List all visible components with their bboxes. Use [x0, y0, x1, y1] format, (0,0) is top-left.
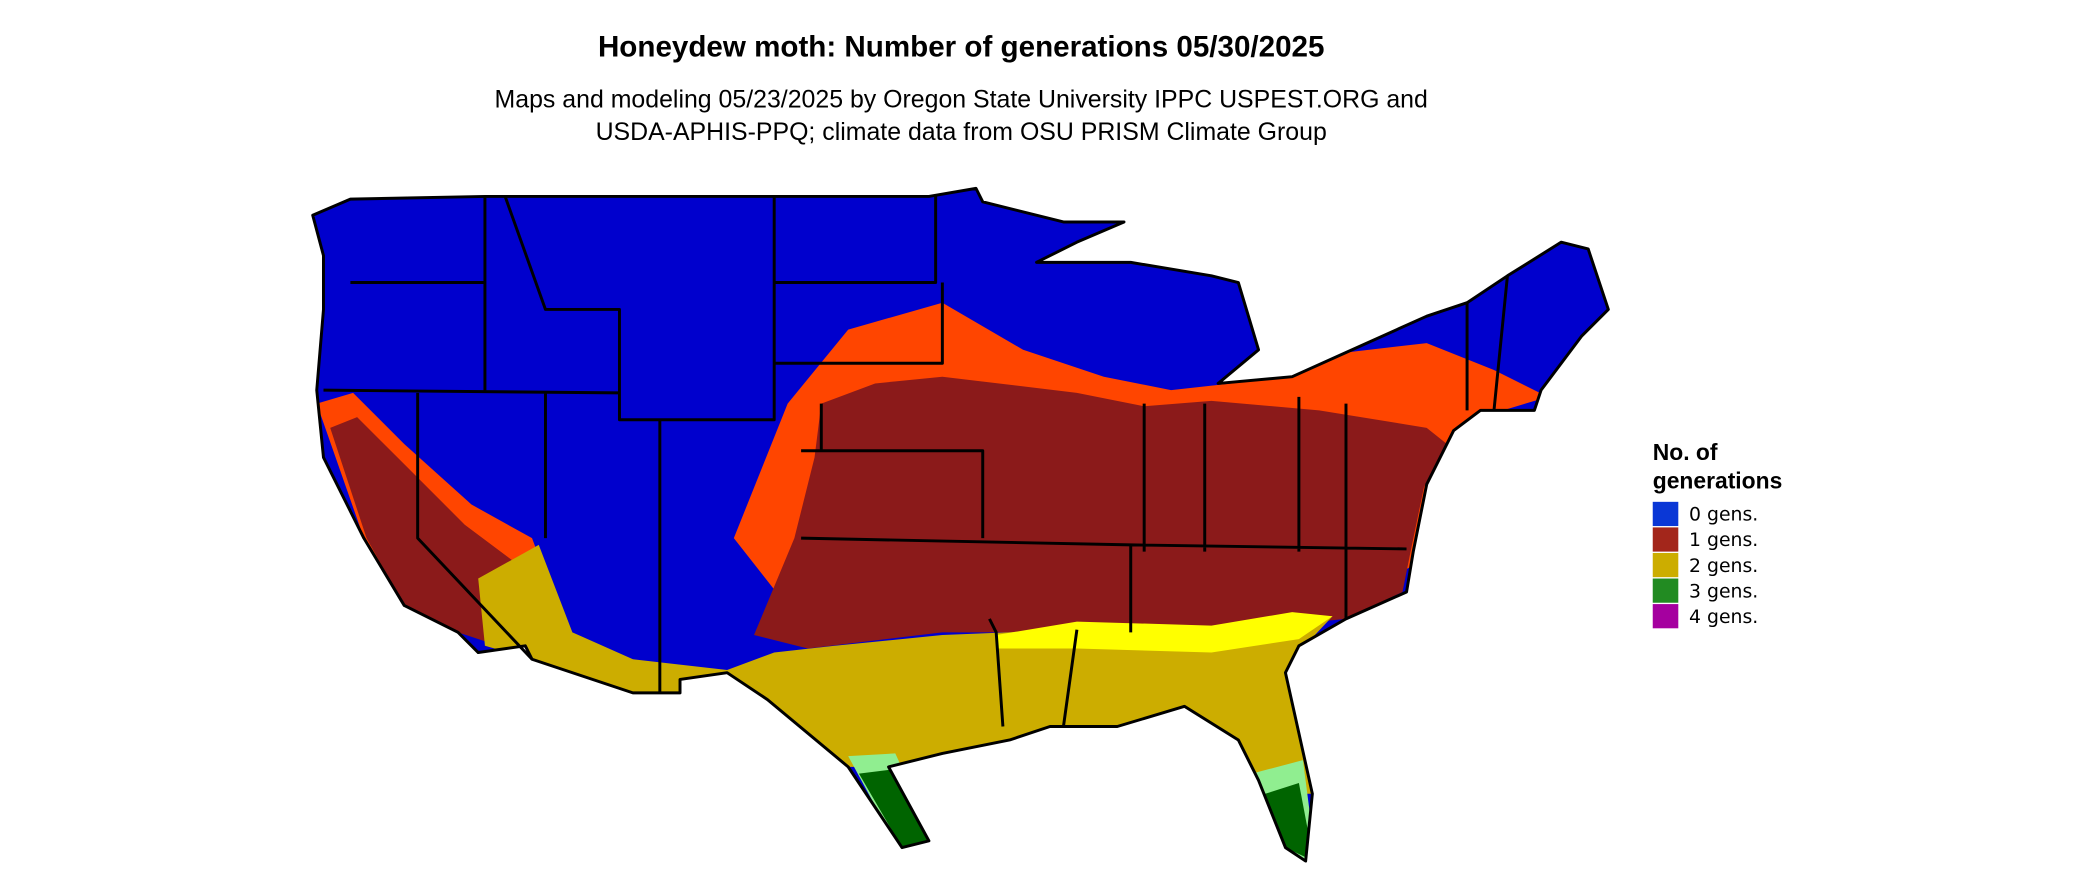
zone-1 — [330, 417, 519, 646]
legend-swatch — [1652, 552, 1679, 578]
zone-3 — [1265, 783, 1314, 862]
legend-swatch — [1652, 578, 1679, 603]
legend-items: 0 gens. 1 gens. 2 gens. 3 gens. 4 gens. — [1652, 501, 1758, 629]
legend-label: 0 gens. — [1689, 505, 1758, 526]
subtitle: Maps and modeling 05/23/2025 by Oregon S… — [495, 86, 1428, 114]
state-borders — [311, 186, 1610, 863]
legend-swatch — [1652, 501, 1679, 527]
zone-2 — [478, 544, 1333, 794]
legend-label: 1 gens. — [1689, 530, 1758, 551]
legend-swatch — [1652, 604, 1679, 629]
legend-label: 3 gens. — [1689, 581, 1758, 602]
map — [312, 188, 1609, 862]
zone-3 — [858, 769, 932, 848]
legend-title: generations — [1653, 467, 1783, 493]
zone-edge — [996, 612, 1333, 653]
legend: No. of generations 0 gens. 1 gens. 2 gens.… — [1652, 439, 1783, 629]
subtitle: USDA-APHIS-PPQ; climate data from OSU PR… — [596, 118, 1327, 146]
legend-swatch — [1652, 527, 1679, 552]
legend-title: No. of — [1653, 439, 1718, 465]
legend-label: 4 gens. — [1689, 607, 1758, 628]
legend-label: 2 gens. — [1689, 556, 1758, 577]
title: Honeydew moth: Number of generations 05/… — [598, 31, 1324, 64]
zone-1 — [754, 376, 1447, 649]
